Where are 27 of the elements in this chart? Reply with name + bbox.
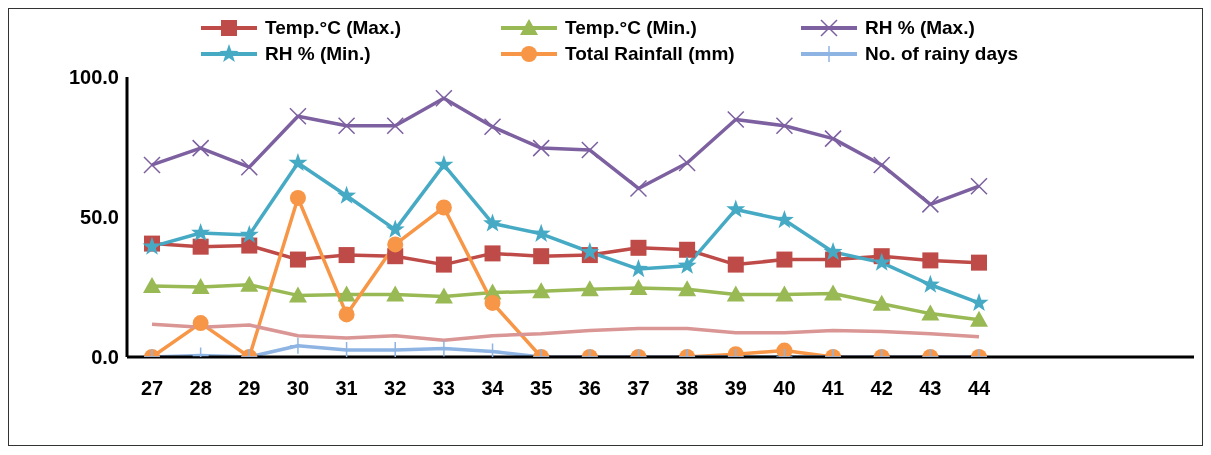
legend-label: Total Rainfall (mm)	[565, 43, 735, 65]
x-tick-label: 41	[821, 377, 845, 400]
x-tick-label: 28	[189, 377, 212, 400]
x-tick-label: 43	[919, 377, 942, 400]
x-tick-label: 27	[140, 377, 164, 400]
x-tick-label: 33	[432, 377, 456, 400]
y-tick-label: 50.0	[80, 206, 119, 229]
legend-label: No. of rainy days	[865, 43, 1019, 65]
legend-label: RH % (Min.)	[265, 43, 371, 65]
legend-label: Temp.°C (Min.)	[565, 17, 697, 39]
x-tick-label: 29	[238, 377, 261, 400]
y-tick-label: 100.0	[68, 66, 119, 89]
y-tick-label: 0.0	[91, 346, 119, 369]
x-tick-label: 44	[967, 377, 991, 400]
x-tick-label: 38	[675, 377, 699, 400]
x-tick-label: 32	[384, 377, 407, 400]
x-tick-label: 34	[481, 377, 505, 400]
x-tick-label: 37	[627, 377, 650, 400]
x-tick-label: 36	[578, 377, 601, 400]
x-tick-label: 40	[773, 377, 796, 400]
x-tick-label: 30	[286, 377, 310, 400]
legend-label: Temp.°C (Max.)	[265, 17, 402, 39]
x-tick-label: 42	[870, 377, 893, 400]
x-tick-label: 31	[335, 377, 358, 400]
x-tick-label: 35	[530, 377, 553, 400]
legend-label: RH % (Max.)	[865, 17, 975, 39]
x-tick-label: 39	[724, 377, 747, 400]
